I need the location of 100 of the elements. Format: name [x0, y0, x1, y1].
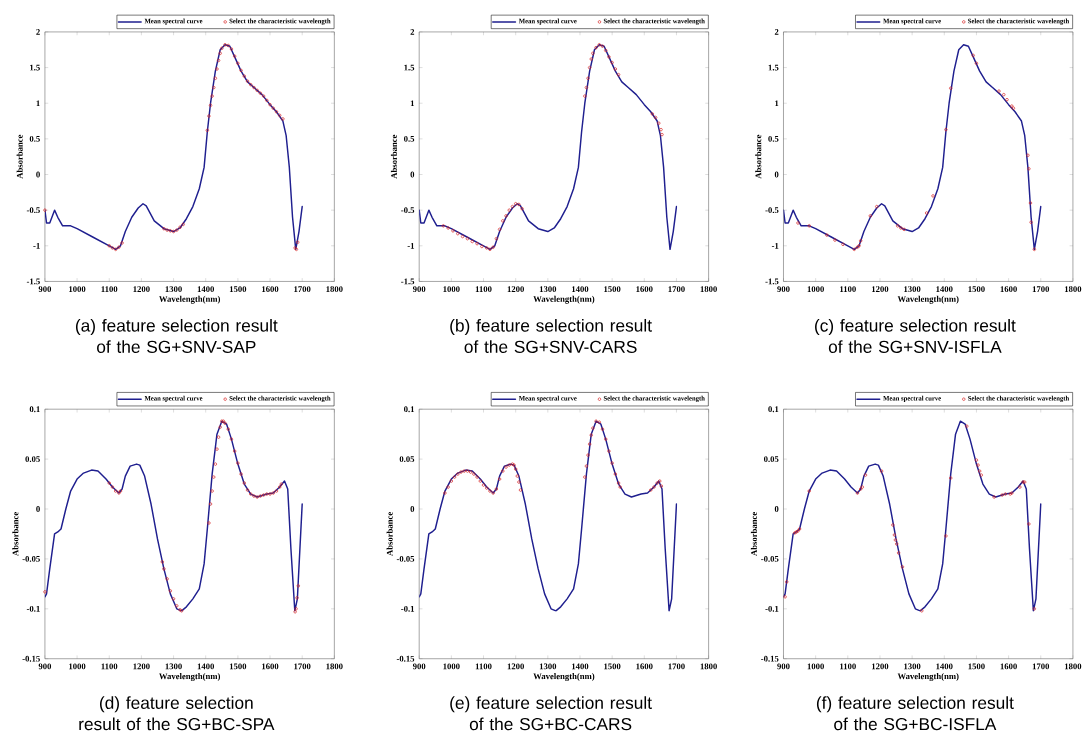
point: [584, 86, 589, 90]
point: [252, 494, 256, 498]
x-tick-label: 1400: [572, 286, 589, 293]
point: [261, 94, 266, 98]
point: [924, 211, 929, 215]
point: [168, 589, 173, 593]
y-tick-label: 1.5: [30, 64, 40, 71]
point: [1010, 104, 1014, 108]
point: [902, 227, 906, 232]
point: [1027, 522, 1031, 526]
y-tick-label: 0: [410, 506, 415, 513]
point: [465, 237, 470, 241]
x-tick-label: 1500: [604, 663, 621, 670]
point: [892, 533, 897, 537]
point: [616, 481, 621, 485]
line-series: [44, 44, 303, 251]
point: [239, 68, 243, 73]
point: [604, 49, 608, 53]
point: [462, 469, 466, 473]
point: [1018, 485, 1022, 489]
text: (a) feature selection result of the SG+SNV-SAP: [75, 319, 278, 354]
point: [1011, 106, 1016, 111]
y-tick-label: 0.1: [404, 406, 415, 413]
point: [931, 194, 935, 198]
point: [852, 247, 856, 252]
point: [281, 117, 285, 121]
point: [1002, 93, 1006, 97]
point: [659, 484, 664, 488]
point: [465, 469, 470, 473]
x-tick-label: 900: [777, 286, 790, 293]
point: [868, 214, 872, 218]
point: [205, 128, 209, 133]
point: [171, 597, 176, 601]
point: [481, 483, 486, 487]
point: [232, 54, 237, 59]
x-axis-title: Wavelength(nm): [159, 296, 221, 304]
x-tick-label: 1300: [539, 663, 557, 670]
y-tick-label: -0.1: [765, 606, 779, 612]
x-tick-label: 1700: [668, 286, 685, 293]
y-tick-label: 0.5: [404, 136, 415, 143]
point: [896, 551, 901, 555]
point: [278, 485, 282, 489]
point: [520, 207, 524, 211]
point: [971, 54, 975, 58]
x-tick-label: 1500: [968, 663, 985, 670]
point: [618, 485, 622, 489]
point: [451, 229, 455, 233]
point: [258, 494, 263, 498]
y-tick-label: 0.05: [399, 456, 415, 463]
y-tick-label: 1.5: [768, 64, 779, 71]
point: [226, 44, 230, 48]
x-tick-label: 1200: [872, 663, 889, 670]
point: [120, 241, 124, 245]
x-tick-label: 1800: [700, 663, 717, 670]
point: [296, 584, 300, 588]
x-tick-label: 1500: [968, 286, 985, 293]
point: [165, 577, 169, 581]
point: [807, 489, 811, 493]
point: [855, 491, 860, 495]
x-tick-label: 1400: [572, 663, 589, 670]
point: [268, 103, 272, 107]
point: [449, 479, 454, 483]
point: [446, 485, 450, 489]
x-tick-label: 1100: [840, 663, 856, 670]
text: (f) feature selection result of the SG+BC-ISFLA: [816, 696, 1014, 731]
point: [43, 590, 47, 594]
point: [796, 221, 800, 225]
y-tick-label: -0.05: [22, 556, 40, 563]
point: [515, 474, 519, 478]
point: [294, 607, 298, 611]
point: [232, 449, 237, 454]
x-tick-label: 1800: [1064, 286, 1082, 293]
y-tick-label: 2: [410, 29, 415, 36]
x-tick-label: 1100: [475, 663, 492, 670]
text: (c) feature selection result of the SG+SNV-ISFLA: [815, 319, 1016, 354]
point: [261, 493, 266, 497]
point: [949, 86, 953, 91]
y-tick-label: 0: [36, 506, 40, 513]
point: [460, 235, 465, 239]
point: [296, 240, 300, 245]
x-tick-label: 1400: [197, 286, 215, 293]
y-tick-label: 0: [410, 171, 415, 178]
point: [650, 112, 655, 116]
point: [213, 462, 218, 466]
point: [949, 476, 953, 480]
point: [295, 596, 299, 600]
x-tick-label: 1600: [636, 663, 653, 670]
point: [475, 475, 479, 479]
x-axis-title: Wavelength(nm): [897, 296, 959, 304]
x-tick-label: 1200: [133, 663, 150, 670]
y-axis-title: Absorbance: [390, 135, 397, 179]
point: [175, 228, 179, 233]
point: [494, 237, 499, 241]
point: [274, 110, 279, 114]
y-tick-label: 0.5: [29, 136, 40, 143]
x-tick-label: 1300: [165, 663, 182, 670]
y-tick-label: 0.05: [763, 456, 779, 463]
point: [480, 245, 484, 249]
x-tick-label: 1600: [1000, 286, 1017, 293]
point: [274, 489, 279, 493]
